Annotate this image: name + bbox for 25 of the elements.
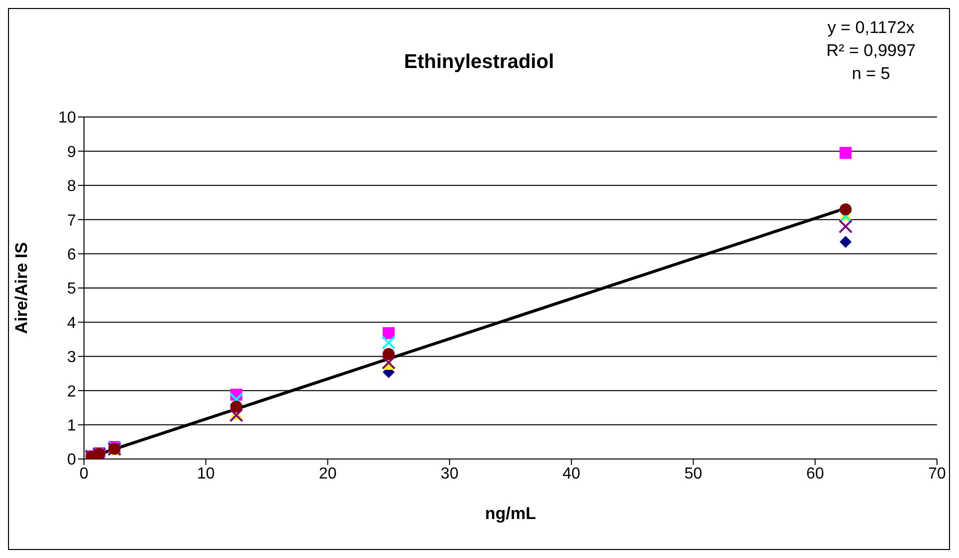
- x-tick-label: 40: [562, 465, 580, 482]
- x-tick-label: 20: [318, 465, 337, 482]
- chart-title: Ethinylestradiol: [404, 51, 554, 73]
- y-tick-label: 3: [67, 349, 76, 366]
- x-tick-label: 10: [196, 465, 215, 482]
- y-tick-label: 9: [67, 144, 76, 161]
- x-tick-label: 50: [684, 465, 702, 482]
- x-axis-title: ng/mL: [485, 504, 536, 523]
- x-tick-label: 70: [928, 465, 946, 482]
- x-tick-label: 60: [806, 465, 824, 482]
- y-tick-label: 0: [67, 452, 76, 469]
- y-tick-label: 1: [67, 417, 76, 434]
- y-tick-label: 2: [67, 383, 76, 400]
- y-tick-label: 7: [67, 212, 76, 230]
- y-tick-label: 8: [67, 178, 76, 196]
- text: y = 0,1172x: [827, 18, 916, 37]
- text: n = 5: [852, 64, 890, 83]
- x-tick-label: 0: [80, 465, 89, 482]
- y-tick-label: 5: [67, 280, 76, 298]
- y-tick-label: 4: [67, 314, 76, 332]
- y-tick-label: 10: [58, 110, 76, 127]
- y-tick-label: 6: [67, 246, 76, 264]
- x-tick-label: 30: [440, 465, 459, 482]
- y-axis-title: Aire/Aire IS: [12, 242, 32, 334]
- text: R² = 0,9997: [826, 41, 916, 60]
